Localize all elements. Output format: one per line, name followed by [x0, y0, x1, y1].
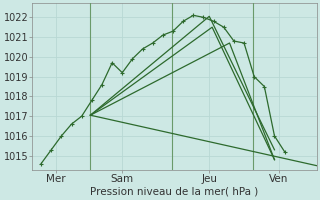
X-axis label: Pression niveau de la mer( hPa ): Pression niveau de la mer( hPa ): [90, 187, 259, 197]
